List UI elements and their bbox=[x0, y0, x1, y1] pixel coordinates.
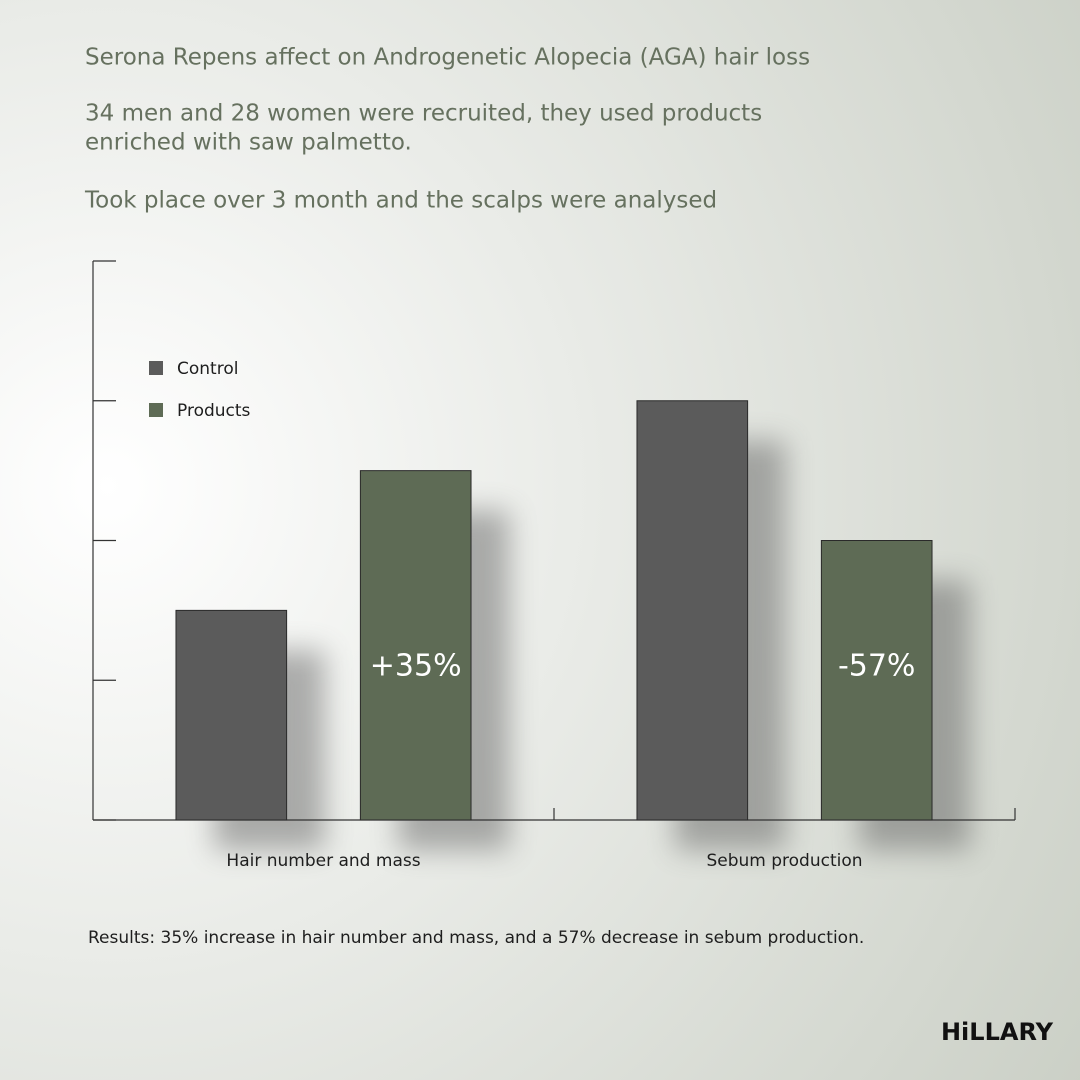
annotation: -57% bbox=[838, 649, 916, 684]
legend-swatch bbox=[149, 403, 163, 417]
chart-title: Serona Repens affect on Androgenetic Alo… bbox=[85, 45, 810, 71]
legend-label: Control bbox=[177, 359, 238, 379]
annotation: +35% bbox=[370, 649, 462, 684]
x-tick-label: Sebum production bbox=[706, 851, 862, 871]
subtitle: enriched with saw palmetto. bbox=[85, 130, 412, 156]
legend-label: Products bbox=[177, 401, 251, 421]
subtitle: 34 men and 28 women were recruited, they… bbox=[85, 101, 762, 127]
bar bbox=[359, 470, 472, 821]
bar bbox=[820, 540, 933, 821]
x-tick-label: Hair number and mass bbox=[226, 851, 420, 871]
brand: HiLLARY bbox=[941, 1018, 1054, 1046]
legend-swatch bbox=[149, 361, 163, 375]
note: Results: 35% increase in hair number and… bbox=[88, 928, 864, 948]
subtitle: Took place over 3 month and the scalps w… bbox=[84, 188, 717, 214]
bar bbox=[636, 400, 749, 821]
bar bbox=[175, 609, 288, 821]
